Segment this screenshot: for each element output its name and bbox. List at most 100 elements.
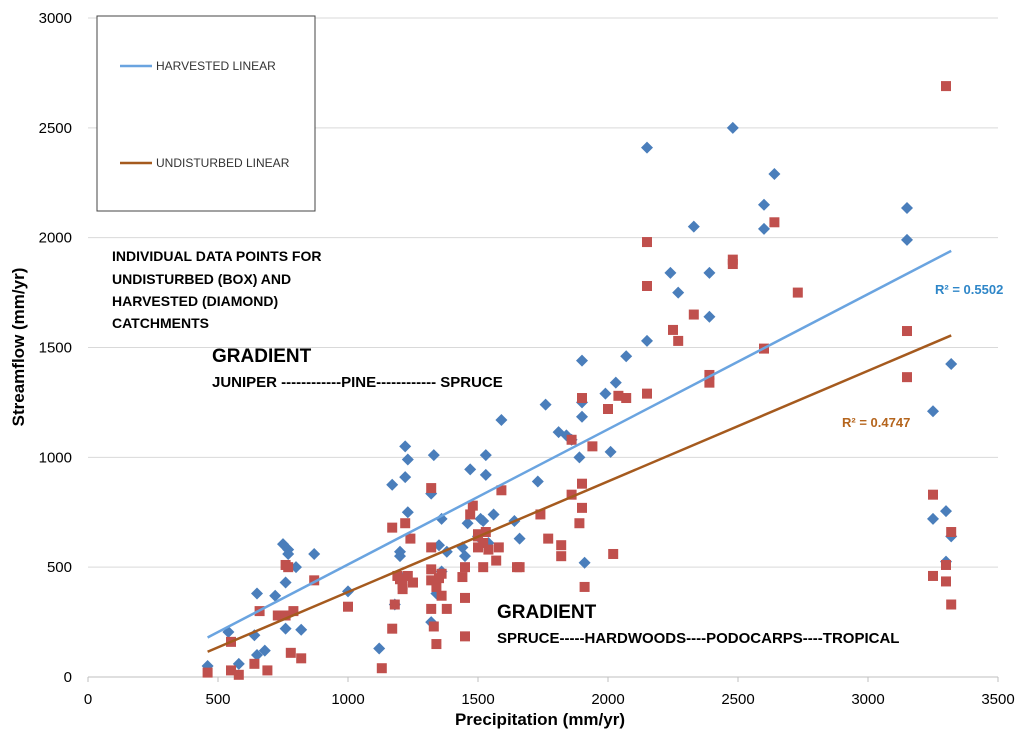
undisturbed-point [400, 518, 411, 529]
undisturbed-point [441, 603, 452, 614]
undisturbed-point [480, 527, 491, 538]
harvested-point [945, 357, 958, 370]
harvested-point [308, 547, 321, 560]
harvested-point [282, 547, 295, 560]
harvested-point [513, 532, 526, 545]
undisturbed-point [376, 663, 387, 674]
undisturbed-point [603, 404, 613, 415]
undisturbed-point [941, 81, 951, 92]
harvested-point [573, 451, 586, 464]
undisturbed-point [465, 509, 476, 520]
undisturbed-point [928, 570, 938, 581]
x-axis-ticks: 0 500 1000 1500 2000 2500 3000 3500 [84, 677, 1015, 708]
harvested-point [427, 449, 440, 462]
y-tick-label-1500: 1500 [39, 340, 72, 357]
harvested-point [479, 449, 492, 462]
y-tick-label-500: 500 [47, 559, 72, 576]
harvested-point [251, 649, 263, 662]
undisturbed-point [343, 601, 353, 612]
undisturbed-point [902, 372, 912, 383]
harvested-point [940, 505, 952, 518]
undisturbed-point [478, 538, 489, 549]
undisturbed-point [668, 324, 678, 335]
y-tick-label-2000: 2000 [39, 230, 72, 247]
legend-undisturbed-label: UNDISTURBED LINEAR [156, 156, 290, 170]
harvested-point [604, 445, 617, 458]
gradient-2-title: GRADIENT [497, 602, 597, 623]
undisturbed-point [577, 502, 587, 513]
harvested-point [687, 220, 700, 233]
harvested-point [399, 471, 412, 484]
undisturbed-point [902, 326, 912, 337]
undisturbed-point [460, 631, 470, 642]
harvested-point [664, 266, 677, 279]
y-axis-ticks: 0 500 1000 1500 2000 2500 3000 [39, 10, 72, 686]
undisturbed-point [309, 575, 320, 586]
y-tick-label-0: 0 [64, 669, 72, 686]
harvested-point [399, 440, 412, 453]
undisturbed-point [688, 309, 699, 320]
undisturbed-point [946, 527, 957, 538]
harvested-point [703, 266, 716, 279]
harvested-point [927, 512, 939, 525]
annotations: INDIVIDUAL DATA POINTS FOR UNDISTURBED (… [112, 248, 1003, 647]
harvested-point [758, 198, 770, 211]
harvested-point [386, 478, 399, 491]
harvested-point [703, 310, 716, 323]
harvested-point [539, 398, 552, 411]
harvested-point [768, 167, 781, 180]
harvested-series [201, 121, 958, 673]
undisturbed-point [436, 590, 447, 601]
y-tick-label-3000: 3000 [39, 10, 72, 27]
harvested-point [279, 576, 292, 589]
undisturbed-point [577, 478, 587, 489]
legend-box [96, 15, 316, 212]
legend-harvested-label: HARVESTED LINEAR [156, 59, 276, 73]
harvested-point [269, 589, 282, 602]
undisturbed-point [202, 667, 213, 678]
harvested-point [901, 233, 913, 246]
harvested-point [373, 642, 386, 655]
undisturbed-point [483, 544, 494, 555]
undisturbed-point [769, 217, 780, 228]
undisturbed-point [233, 669, 244, 680]
undisturbed-point [460, 592, 470, 603]
harvested-point [401, 506, 414, 519]
harvested-point [459, 550, 471, 563]
harvested-point [576, 354, 588, 367]
x-tick-label-1000: 1000 [331, 691, 364, 708]
harvested-point [641, 334, 653, 347]
r2-harvested-label: R² = 0.5502 [935, 282, 1003, 297]
harvested-point [477, 515, 490, 528]
harvested-point [758, 222, 770, 235]
harvested-point [531, 475, 544, 488]
y-tick-label-2500: 2500 [39, 120, 72, 137]
undisturbed-point [928, 489, 938, 500]
harvested-point [901, 202, 913, 215]
undisturbed-point [704, 369, 715, 380]
note-line-1: INDIVIDUAL DATA POINTS FOR [112, 248, 321, 264]
undisturbed-point [280, 610, 291, 621]
undisturbed-point [587, 441, 598, 452]
undisturbed-point [397, 584, 408, 595]
undisturbed-point [283, 562, 294, 573]
undisturbed-point [426, 564, 437, 575]
undisturbed-point [296, 653, 307, 664]
undisturbed-point [642, 280, 652, 291]
harvested-point [487, 508, 500, 521]
harvested-point [435, 512, 448, 525]
undisturbed-point [556, 551, 567, 562]
note-line-4: CATCHMENTS [112, 315, 209, 331]
harvested-point [672, 286, 685, 299]
undisturbed-point [272, 610, 283, 621]
undisturbed-point [543, 533, 554, 544]
undisturbed-point [642, 388, 652, 399]
harvested-point [258, 644, 271, 657]
undisturbed-point [389, 599, 400, 610]
trendlines [207, 249, 952, 653]
undisturbed-point [727, 259, 738, 270]
undisturbed-point [493, 542, 504, 553]
undisturbed-point [514, 562, 525, 573]
undisturbed-point [249, 658, 260, 669]
